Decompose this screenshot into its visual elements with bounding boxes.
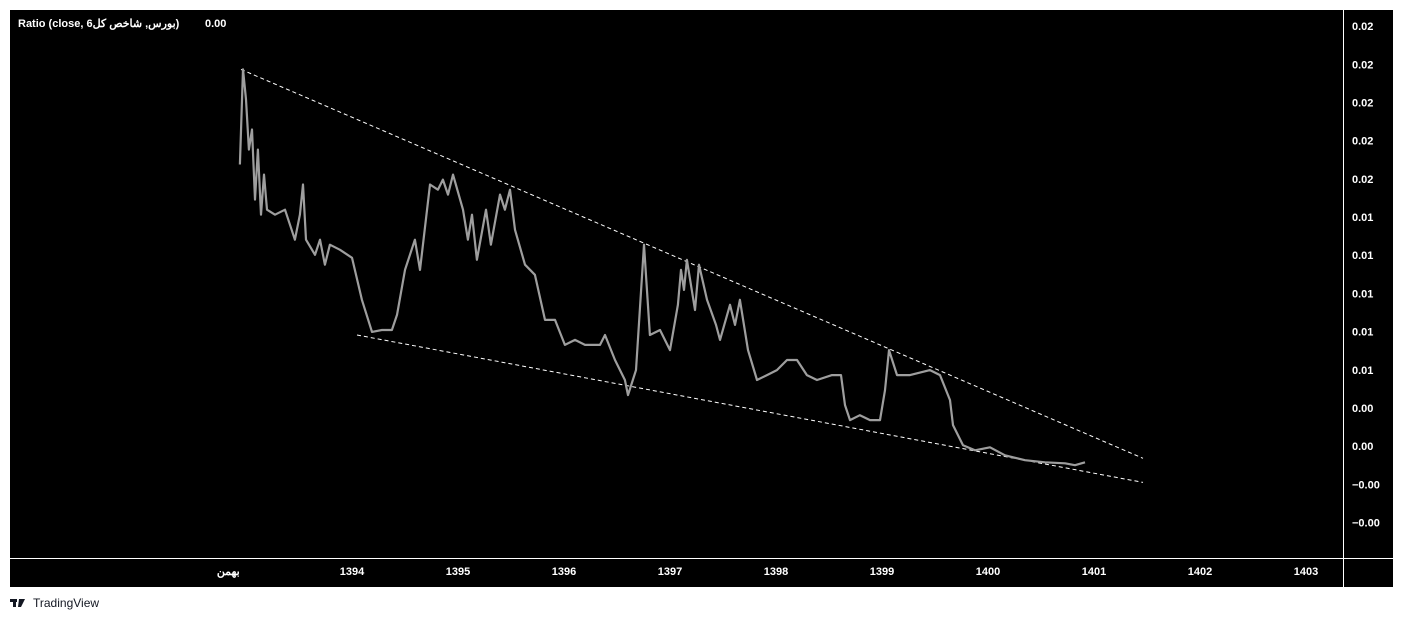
chart-background [10,10,1393,587]
x-tick-label: 1397 [658,566,682,578]
x-tick-label: 1395 [446,566,470,578]
y-tick-label: 0.02 [1352,21,1373,33]
y-tick-label: 0.01 [1352,327,1373,339]
x-tick-label: 1394 [340,566,365,578]
y-tick-label: −0.00 [1352,518,1380,530]
x-tick-label: 1401 [1082,566,1106,578]
x-tick-label: 1398 [764,566,788,578]
y-tick-label: −0.00 [1352,479,1380,491]
last-value: 0.00 [205,18,226,30]
x-tick-label: 1403 [1294,566,1318,578]
x-tick-label: 1396 [552,566,576,578]
y-tick-label: 0.02 [1352,136,1373,148]
y-tick-label: 0.02 [1352,174,1373,186]
y-tick-label: 0.01 [1352,212,1373,224]
price-line [238,68,1086,467]
brand-name: TradingView [33,596,99,610]
trend-line [240,68,1144,459]
y-tick-label: 0.00 [1352,441,1373,453]
chart-title: Ratio (close, بورس, شاخص کل6) [18,18,180,30]
x-tick-label: 1402 [1188,566,1212,578]
y-tick-label: 0.02 [1352,97,1373,109]
x-tick-label: 1399 [870,566,894,578]
y-tick-label: 0.01 [1352,288,1373,300]
y-tick-label: 0.02 [1352,59,1373,71]
y-tick-label: 0.00 [1352,403,1373,415]
x-tick-label: بهمن [217,566,240,578]
y-tick-label: 0.01 [1352,365,1373,377]
x-tick-label: 1400 [976,566,1000,578]
y-tick-label: 0.01 [1352,250,1373,262]
brand-logo [10,599,25,607]
